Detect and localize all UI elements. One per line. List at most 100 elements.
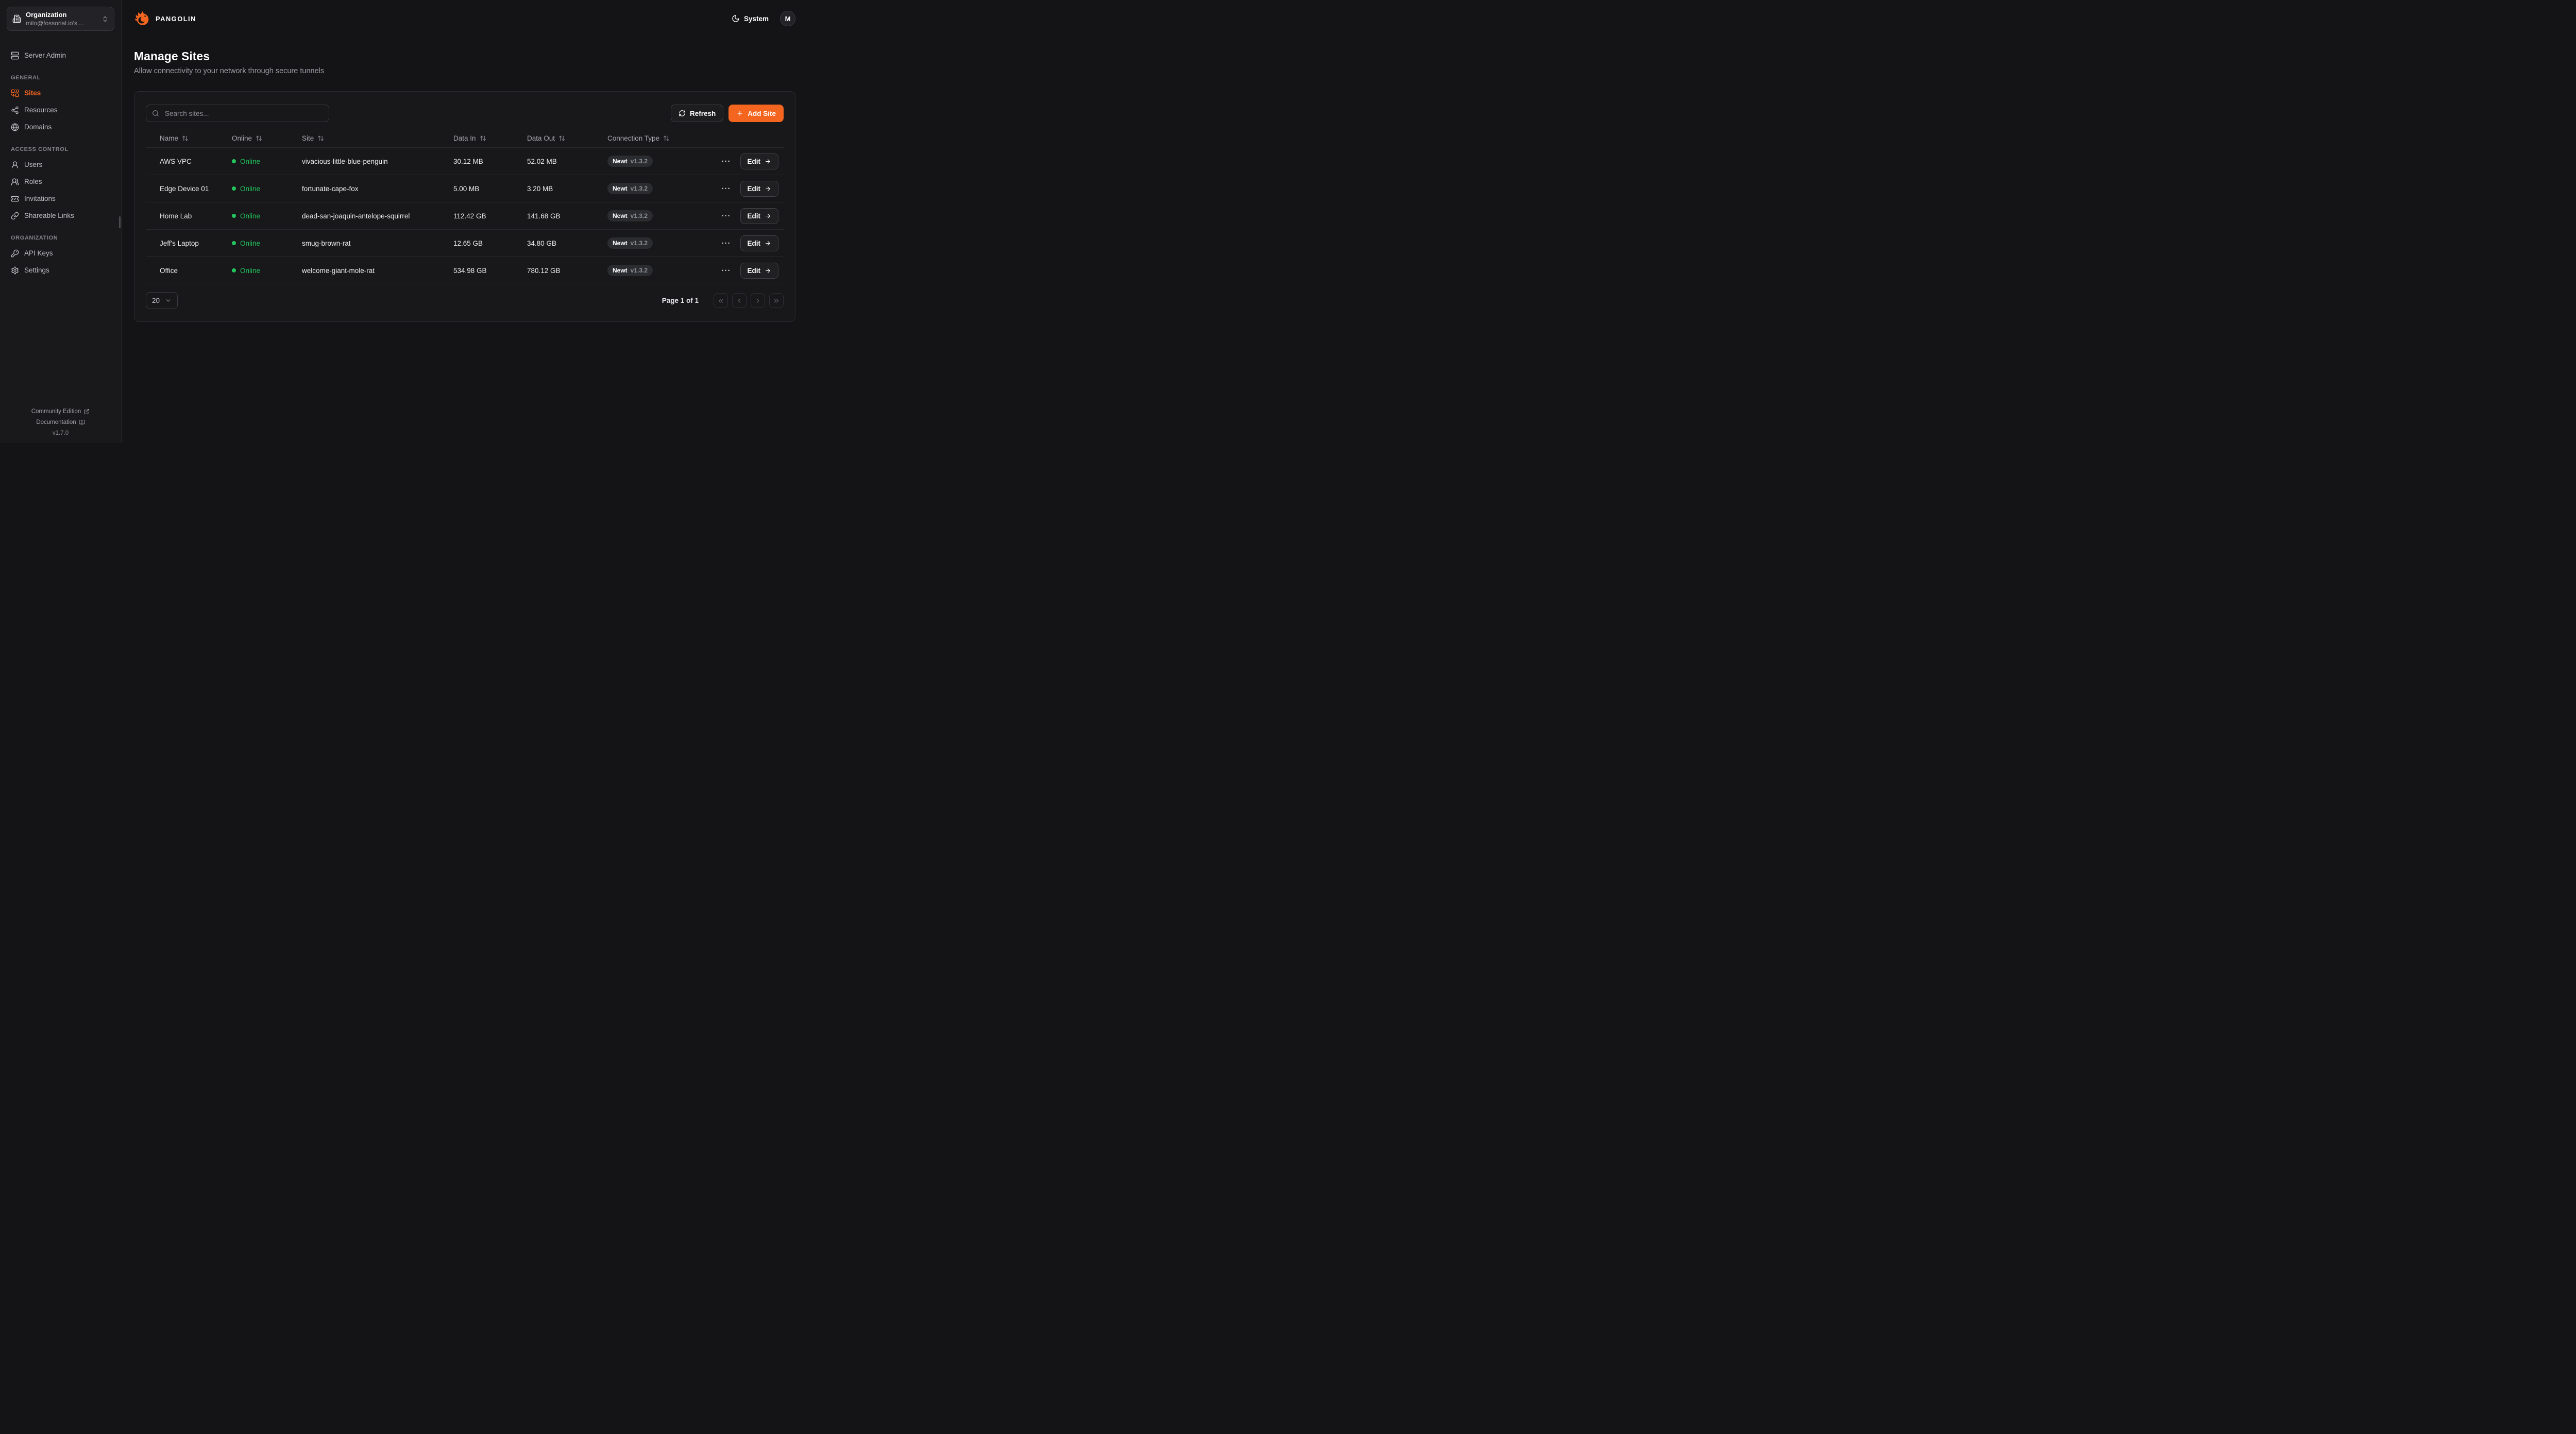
topbar: PANGOLIN System M <box>134 0 795 37</box>
sidebar-item-roles[interactable]: Roles <box>7 173 114 190</box>
column-header-online[interactable]: Online <box>232 134 302 142</box>
previous-page-button[interactable] <box>732 293 747 309</box>
pagination-buttons <box>714 293 784 309</box>
ticket-check-icon <box>11 195 19 203</box>
connection-name: Newt <box>613 212 628 220</box>
app-version: v1.7.0 <box>52 430 69 436</box>
sidebar-item-resources[interactable]: Resources <box>7 101 114 118</box>
community-edition-link[interactable]: Community Edition <box>31 408 90 415</box>
sidebar-section-organization: ORGANIZATION <box>11 235 58 241</box>
row-menu-button[interactable]: ··· <box>721 266 731 275</box>
refresh-button[interactable]: Refresh <box>670 105 724 123</box>
online-dot <box>232 241 236 246</box>
combine-icon <box>11 89 19 97</box>
first-page-button[interactable] <box>714 293 728 309</box>
sort-icon <box>256 135 262 142</box>
sidebar-item-settings[interactable]: Settings <box>7 262 114 279</box>
column-header-site[interactable]: Site <box>302 134 453 142</box>
link-icon <box>11 212 19 220</box>
book-open-icon <box>79 419 85 425</box>
search-input[interactable] <box>164 109 323 118</box>
cell-data-in: 112.42 GB <box>453 212 486 220</box>
sites-card: Refresh Add Site Name Online <box>134 91 795 322</box>
edit-button[interactable]: Edit <box>740 262 778 279</box>
sidebar-item-label: Resources <box>24 106 58 114</box>
online-dot <box>232 268 236 273</box>
sidebar-item-invitations[interactable]: Invitations <box>7 190 114 207</box>
cell-data-out: 52.02 MB <box>527 157 557 165</box>
connection-version: v1.3.2 <box>630 158 648 165</box>
edit-label: Edit <box>747 184 761 193</box>
sidebar-item-server-admin[interactable]: Server Admin <box>7 47 114 64</box>
page-status: Page 1 of 1 <box>662 297 699 305</box>
row-actions: ··· Edit <box>721 180 778 197</box>
sidebar-item-shareable-links[interactable]: Shareable Links <box>7 207 114 224</box>
page-size-select[interactable]: 20 <box>146 292 178 310</box>
arrow-right-icon <box>765 240 771 247</box>
sidebar-item-api-keys[interactable]: API Keys <box>7 245 114 262</box>
sort-icon <box>663 135 670 142</box>
key-icon <box>11 249 19 258</box>
theme-toggle[interactable]: System <box>732 14 769 23</box>
next-page-button[interactable] <box>751 293 765 309</box>
row-actions: ··· Edit <box>721 262 778 279</box>
sidebar-section-general: GENERAL <box>11 75 41 81</box>
sidebar-item-users[interactable]: Users <box>7 156 114 173</box>
column-header-data-out[interactable]: Data Out <box>527 134 607 142</box>
column-label: Data In <box>453 134 476 142</box>
avatar[interactable]: M <box>780 11 795 26</box>
edit-button[interactable]: Edit <box>740 208 778 224</box>
connection-type-badge: Newt v1.3.2 <box>607 183 653 195</box>
sidebar-item-sites[interactable]: Sites <box>7 84 114 101</box>
edit-button[interactable]: Edit <box>740 235 778 251</box>
cell-online: Online <box>232 185 302 193</box>
sidebar-item-domains[interactable]: Domains <box>7 118 114 135</box>
documentation-link[interactable]: Documentation <box>36 419 84 425</box>
sidebar-scrollbar-thumb[interactable] <box>119 216 121 228</box>
brand-logo: PANGOLIN <box>134 10 196 27</box>
row-menu-button[interactable]: ··· <box>721 184 731 193</box>
org-selector[interactable]: Organization milo@fossorial.io's ... <box>7 7 114 31</box>
edit-button[interactable]: Edit <box>740 153 778 169</box>
cell-data-out: 34.80 GB <box>527 239 557 247</box>
cell-name: Office <box>160 266 178 275</box>
row-menu-button[interactable]: ··· <box>721 238 731 248</box>
app-root: Organization milo@fossorial.io's ... Ser… <box>0 0 808 443</box>
arrow-right-icon <box>765 213 771 219</box>
cell-connection-type: Newt v1.3.2 <box>607 265 710 277</box>
cell-name: AWS VPC <box>160 157 192 165</box>
online-label: Online <box>240 266 261 275</box>
column-label: Online <box>232 134 252 142</box>
column-header-data-in[interactable]: Data In <box>453 134 527 142</box>
table-row: Edge Device 01 Online fortunate-cape-fox… <box>146 175 784 203</box>
cell-site: vivacious-little-blue-penguin <box>302 157 388 165</box>
online-dot <box>232 214 236 218</box>
cell-online: Online <box>232 158 302 165</box>
column-header-name[interactable]: Name <box>160 134 232 142</box>
cell-name: Edge Device 01 <box>160 184 209 193</box>
add-site-button[interactable]: Add Site <box>728 105 784 123</box>
connection-type-badge: Newt v1.3.2 <box>607 265 653 277</box>
add-site-label: Add Site <box>748 109 776 117</box>
connection-version: v1.3.2 <box>630 267 648 275</box>
search-box <box>146 105 329 123</box>
sidebar-footer: Community Edition Documentation v1.7.0 <box>0 402 121 443</box>
row-menu-button[interactable]: ··· <box>721 211 731 220</box>
table-row: Office Online welcome-giant-mole-rat 534… <box>146 257 784 285</box>
cell-site: fortunate-cape-fox <box>302 184 359 193</box>
cell-online: Online <box>232 267 302 275</box>
cell-site: welcome-giant-mole-rat <box>302 266 375 275</box>
edit-button[interactable]: Edit <box>740 180 778 197</box>
server-icon <box>11 52 19 60</box>
cell-data-in: 30.12 MB <box>453 157 483 165</box>
sites-table: Name Online Site Data In <box>146 129 784 285</box>
connection-name: Newt <box>613 267 628 275</box>
cell-name: Jeff's Laptop <box>160 239 199 247</box>
pangolin-logo-icon <box>134 11 149 25</box>
row-menu-button[interactable]: ··· <box>721 157 731 166</box>
sidebar-item-label: API Keys <box>24 249 53 257</box>
column-header-connection-type[interactable]: Connection Type <box>607 134 710 142</box>
edit-label: Edit <box>747 266 761 275</box>
last-page-button[interactable] <box>769 293 784 309</box>
online-label: Online <box>240 157 261 165</box>
